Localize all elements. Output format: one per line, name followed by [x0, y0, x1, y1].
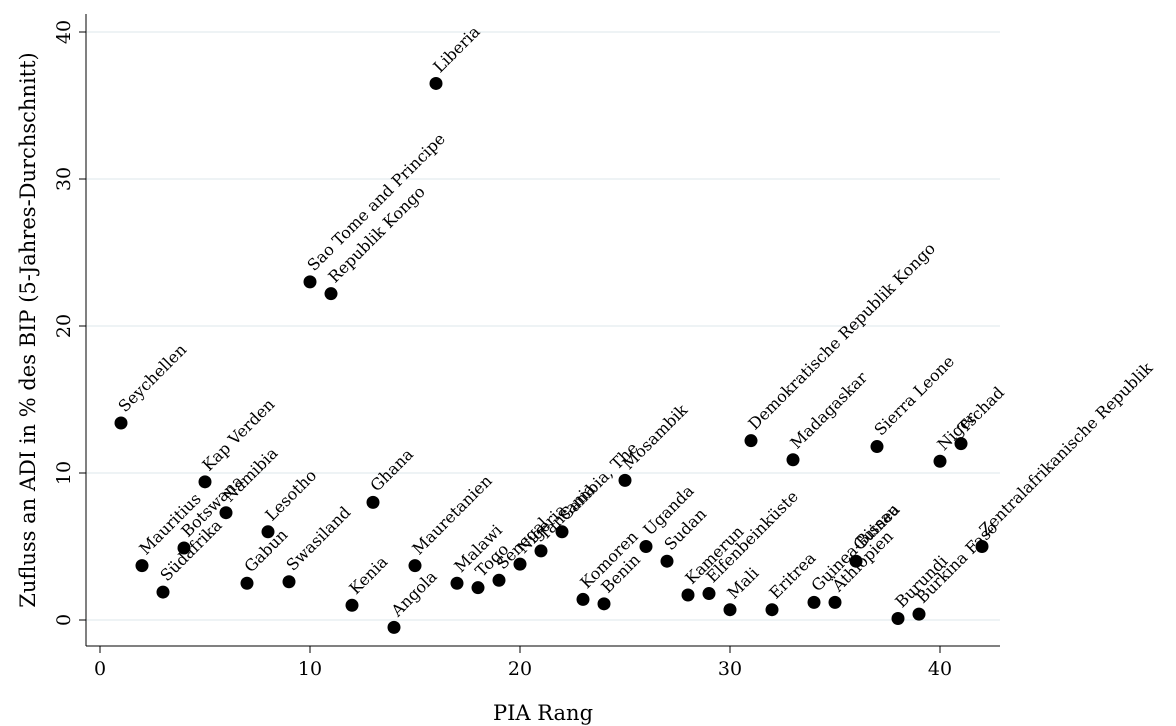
point-label: Eritrea: [765, 548, 819, 602]
data-point: [534, 544, 548, 558]
y-tick-label: 20: [53, 314, 75, 338]
data-point: [849, 554, 863, 568]
data-point: [345, 598, 359, 612]
data-point: [114, 416, 128, 430]
data-point: [324, 287, 338, 301]
data-point: [681, 588, 695, 602]
data-point: [450, 576, 464, 590]
x-tick-label: 30: [718, 658, 742, 680]
x-tick-label: 10: [298, 658, 322, 680]
data-point: [471, 581, 485, 595]
data-point: [639, 540, 653, 553]
data-point: [387, 620, 401, 634]
point-label: Lesotho: [261, 466, 320, 525]
x-tick-label: 20: [508, 658, 532, 680]
data-point: [660, 554, 674, 568]
point-label: Swasiland: [282, 503, 354, 575]
point-label: Kenia: [345, 552, 391, 598]
data-point: [786, 453, 800, 467]
data-point: [366, 495, 380, 509]
data-point: [135, 559, 149, 573]
data-point: [912, 607, 926, 621]
y-tick-label: 30: [53, 167, 75, 191]
data-point: [240, 576, 254, 590]
data-points: [114, 76, 989, 634]
data-point: [933, 454, 947, 468]
point-label: Seychellen: [114, 340, 190, 416]
x-axis-title: PIA Rang: [493, 701, 593, 725]
data-point: [828, 595, 842, 609]
data-point: [492, 573, 506, 587]
data-point: [870, 440, 884, 454]
x-tick-label: 40: [928, 658, 952, 680]
data-point: [219, 506, 233, 520]
y-axis-title: Zufluss an ADI in % des BIP (5-Jahres-Du…: [16, 52, 40, 608]
y-tick-label: 10: [53, 461, 75, 485]
data-point: [954, 437, 968, 451]
data-point: [429, 76, 443, 90]
data-point: [702, 587, 716, 601]
data-point: [618, 473, 632, 487]
data-point: [597, 597, 611, 611]
data-point: [807, 595, 821, 609]
data-point: [744, 434, 758, 448]
point-label: Zentralafrikanische Republik: [975, 358, 1156, 539]
data-point: [156, 585, 170, 599]
point-label: Tschad: [954, 383, 1008, 437]
data-point: [576, 592, 590, 606]
gridlines: [86, 31, 1000, 621]
data-point: [891, 612, 905, 626]
data-point: [198, 475, 212, 489]
data-point: [282, 575, 296, 589]
point-label: Angola: [387, 567, 441, 621]
data-point: [513, 557, 527, 571]
point-label: Ghana: [366, 444, 417, 495]
point-label: Sierra Leone: [870, 352, 958, 440]
x-tick-label: 0: [94, 658, 106, 680]
data-point: [177, 541, 191, 555]
axes: [85, 14, 1000, 647]
point-label: Sao Tome and Principe: [303, 129, 449, 275]
y-tick-label: 40: [53, 20, 75, 44]
point-labels: SeychellenMauritiusSüdafrikaBotswanaKap …: [114, 22, 1156, 621]
data-point: [555, 525, 569, 539]
data-point: [408, 559, 422, 573]
data-point: [975, 540, 989, 553]
y-tick-label: 0: [53, 614, 75, 626]
point-label: Mosambik: [618, 400, 691, 473]
data-point: [303, 275, 317, 289]
data-point: [261, 525, 275, 539]
data-point: [723, 603, 737, 617]
ticks: 0 10 20 30 40 0 10 20 30 40: [53, 20, 952, 680]
data-point: [765, 603, 779, 617]
point-label: Liberia: [429, 22, 484, 77]
